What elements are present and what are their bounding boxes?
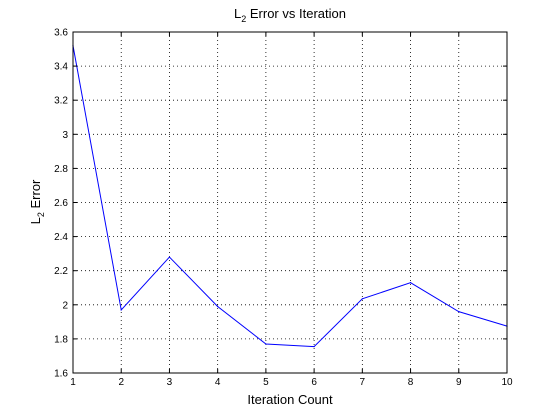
data-point bbox=[361, 298, 363, 300]
x-tick-label: 1 bbox=[70, 377, 76, 388]
x-tick-label: 9 bbox=[456, 377, 462, 388]
y-tick-label: 2.2 bbox=[54, 266, 68, 277]
x-tick-label: 5 bbox=[263, 377, 269, 388]
x-tick-label: 3 bbox=[167, 377, 173, 388]
y-axis-label-main: L bbox=[28, 217, 43, 224]
x-tick-label: 4 bbox=[215, 377, 221, 388]
x-tick-label: 7 bbox=[360, 377, 366, 388]
y-tick-label: 2.8 bbox=[54, 164, 68, 175]
data-point bbox=[313, 345, 315, 348]
y-tick-label: 3.4 bbox=[54, 62, 68, 73]
x-tick-label: 8 bbox=[408, 377, 414, 388]
x-tick-label: 10 bbox=[501, 377, 513, 388]
grid-layer bbox=[73, 32, 507, 373]
data-point bbox=[168, 256, 171, 258]
data-point bbox=[265, 343, 267, 345]
chart-title-main: L bbox=[234, 6, 241, 21]
series-layer bbox=[72, 45, 508, 348]
y-axis-label-subscript: 2 bbox=[36, 212, 46, 217]
y-tick-label: 3 bbox=[62, 130, 68, 141]
tick-layer: 1 2 3 4 5 6 7 8 9 10 1.6 1.8 2 2.2 2.4 2.6 2.8 3 3.2 3.4 3.6 bbox=[54, 28, 513, 389]
series-line bbox=[72, 45, 508, 348]
data-point bbox=[120, 309, 122, 311]
data-point bbox=[409, 282, 412, 284]
y-tick-label: 1.6 bbox=[54, 369, 68, 380]
y-axis-label-rest: Error bbox=[28, 179, 43, 212]
y-tick-label: 3.2 bbox=[54, 96, 68, 107]
y-tick-label: 2.6 bbox=[54, 198, 68, 209]
chart-title-subscript: 2 bbox=[241, 14, 246, 24]
x-axis-label: Iteration Count bbox=[247, 392, 333, 407]
y-axis-label: L2 Error bbox=[28, 179, 46, 224]
x-tick-label: 2 bbox=[118, 377, 124, 388]
x-tick-label: 6 bbox=[311, 377, 317, 388]
data-point bbox=[458, 311, 460, 313]
chart-title-rest: Error vs Iteration bbox=[246, 6, 346, 21]
y-tick-label: 3.6 bbox=[54, 28, 68, 39]
data-point bbox=[217, 305, 219, 308]
y-tick-label: 1.8 bbox=[54, 334, 68, 345]
y-tick-label: 2.4 bbox=[54, 232, 68, 243]
y-tick-label: 2 bbox=[62, 300, 68, 311]
chart-title: L2 Error vs Iteration bbox=[234, 6, 346, 24]
